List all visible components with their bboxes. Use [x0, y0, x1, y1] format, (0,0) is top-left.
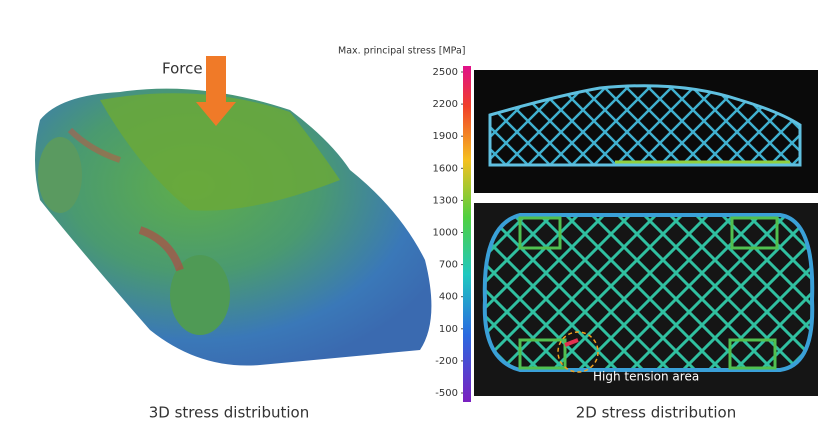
- car-3d: [35, 89, 431, 366]
- colorbar-tick-label: 700: [439, 260, 458, 271]
- caption: 3D stress distribution: [149, 404, 310, 422]
- figure: Force Max. principal stress [MPa] 2500 22…: [0, 0, 833, 429]
- colorbar-ticks: 2500 2200 1900 1600 1300 1000 700 400 100 -200 -50…: [433, 67, 463, 399]
- caption: 2D stress distribution: [576, 404, 737, 422]
- colorbar-tick-label: 400: [439, 292, 458, 303]
- colorbar-tick-label: 2500: [433, 67, 458, 78]
- annotation: High tension area: [593, 370, 699, 384]
- colorbar-tick-label: 1600: [433, 163, 458, 174]
- colorbar-tick-label: 1300: [433, 195, 458, 206]
- colorbar-tick-label: 2200: [433, 99, 458, 110]
- colorbar: [463, 66, 471, 402]
- colorbar-tick-label: -200: [435, 356, 458, 367]
- colorbar-tick-label: 1000: [433, 228, 458, 239]
- colorbar-tick-label: -500: [435, 388, 458, 399]
- colorbar-tick-label: 1900: [433, 131, 458, 142]
- panel-2d-top: [474, 203, 818, 396]
- force-label: Force: [162, 60, 203, 78]
- colorbar-title: Max. principal stress [MPa]: [338, 46, 466, 57]
- colorbar-tick-label: 100: [439, 324, 458, 335]
- panel-2d-side: [474, 70, 818, 193]
